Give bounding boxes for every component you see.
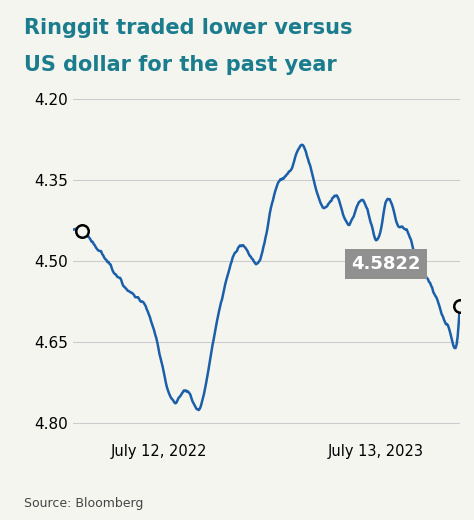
Text: Ringgit traded lower versus: Ringgit traded lower versus bbox=[24, 18, 352, 38]
Text: Source: Bloomberg: Source: Bloomberg bbox=[24, 497, 143, 510]
Text: 4.5822: 4.5822 bbox=[352, 255, 421, 273]
Text: US dollar for the past year: US dollar for the past year bbox=[24, 55, 337, 74]
